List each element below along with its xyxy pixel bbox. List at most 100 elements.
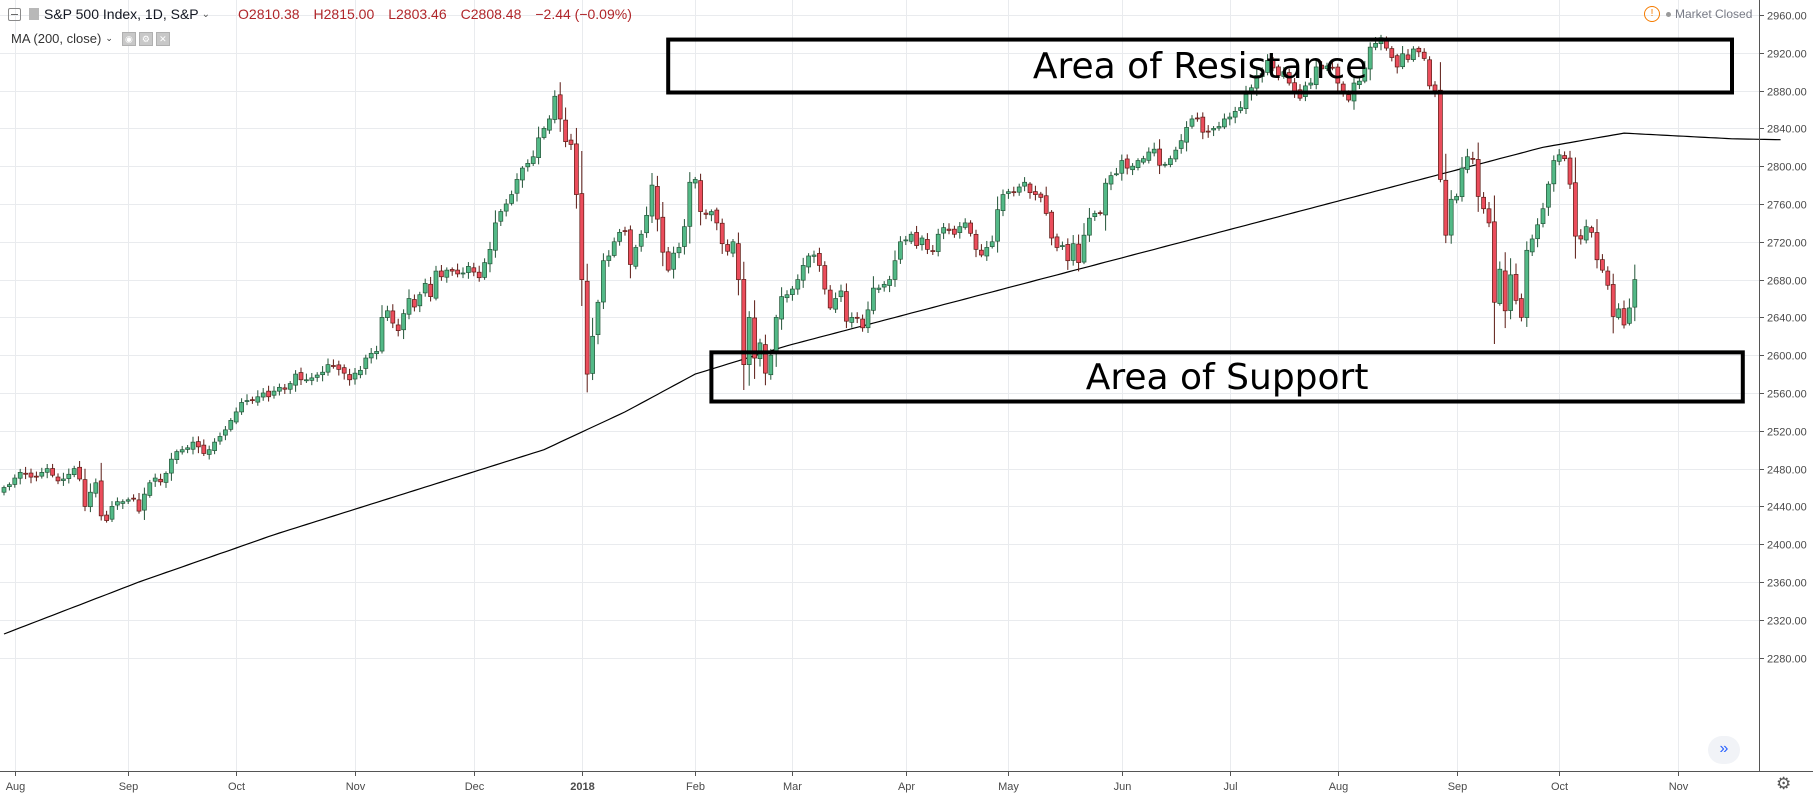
support-zone[interactable] [709, 350, 1745, 404]
candle-body [466, 266, 471, 273]
candle-body [93, 482, 99, 494]
price-tick-label: 2800.00 [1767, 162, 1807, 174]
candle-body [493, 222, 498, 251]
candle-body [1308, 82, 1314, 86]
time-axis[interactable]: Aug Sep Oct Nov Dec 2018 Feb Mar Apr May Jun Jul Aug… [6, 771, 1689, 793]
symbol-title[interactable]: S&P 500 Index, 1D, S&P [44, 6, 199, 22]
candle-body [1546, 183, 1551, 208]
candle-body [752, 317, 757, 359]
candle [1259, 67, 1265, 83]
candle [1621, 300, 1627, 329]
candle [1475, 142, 1481, 212]
candle-body [1524, 249, 1530, 318]
candle-body [1502, 270, 1508, 312]
candle-body [525, 163, 531, 168]
candle [665, 246, 671, 273]
candle [741, 261, 747, 390]
candle [1124, 154, 1130, 175]
candle [1238, 101, 1243, 114]
candle [131, 494, 136, 502]
candle-body [233, 411, 239, 423]
candle [1546, 181, 1551, 216]
eye-icon[interactable]: ◉ [121, 31, 136, 46]
price-tick-label: 2600.00 [1767, 351, 1807, 363]
candle [579, 150, 585, 306]
candle-body [385, 310, 390, 318]
settings-icon[interactable]: ⚙ [138, 31, 153, 46]
candle-body [1157, 148, 1162, 166]
candle [233, 407, 239, 425]
candle [466, 262, 471, 279]
time-tick-label: May [998, 781, 1019, 793]
candle-body [1, 487, 7, 493]
candle [536, 126, 541, 165]
indicator-label[interactable]: MA (200, close) [11, 31, 102, 46]
open-value: O2810.38 [238, 6, 300, 22]
price-tick-label: 2960.00 [1767, 11, 1807, 23]
candle-body [347, 374, 352, 381]
candle [1033, 185, 1038, 201]
candle-body [903, 239, 909, 242]
candle-body [142, 493, 147, 511]
close-icon[interactable]: ✕ [155, 31, 170, 46]
candle-body [1049, 211, 1054, 239]
candle [82, 468, 88, 512]
candle [557, 82, 563, 132]
candle-body [1108, 175, 1114, 185]
candle [709, 209, 714, 222]
candle [725, 239, 730, 256]
candle-body [104, 514, 109, 521]
candle [1097, 210, 1103, 216]
candle-body [1313, 66, 1319, 85]
candle-body [714, 209, 720, 224]
scroll-to-realtime-button[interactable]: » [1708, 736, 1740, 764]
candle [239, 398, 244, 415]
warning-icon[interactable]: ! [1644, 6, 1660, 22]
price-tick-label: 2880.00 [1767, 87, 1807, 99]
candle [881, 281, 887, 292]
candle [185, 445, 190, 454]
indicator-chevron-icon[interactable]: ⌄ [105, 33, 113, 43]
candle-body [309, 377, 315, 381]
candle [50, 463, 55, 478]
candle-body [908, 233, 914, 242]
candle-body [617, 232, 622, 242]
candle [255, 390, 261, 406]
candle-body [1286, 72, 1292, 84]
candle-body [795, 279, 801, 290]
candle-body [1535, 224, 1540, 240]
gear-icon[interactable]: ⚙ [1776, 774, 1792, 793]
candle [541, 126, 547, 140]
candle [1308, 77, 1314, 89]
candle [1087, 207, 1092, 242]
candle-body [120, 501, 126, 504]
candle-body [293, 373, 298, 386]
candle-body [1135, 160, 1141, 168]
candle-body [460, 272, 466, 275]
candle [1459, 156, 1465, 202]
price-tick-label: 2920.00 [1767, 49, 1807, 61]
candle [660, 201, 666, 267]
candle-body [271, 390, 277, 396]
candle-body [341, 367, 347, 374]
candle-body [1475, 159, 1481, 197]
price-axis[interactable]: 2280.00 2320.00 2360.00 2400.00 2440.00 2480.… [1759, 11, 1807, 666]
candle [1454, 193, 1459, 204]
candle-body [563, 119, 568, 142]
time-tick-label: Aug [1329, 781, 1349, 793]
candle [714, 207, 720, 231]
candle [244, 394, 250, 406]
collapse-icon[interactable] [8, 7, 21, 21]
candle-body [1243, 94, 1249, 110]
resistance-zone[interactable] [666, 37, 1735, 95]
chevron-down-icon[interactable]: ⌄ [201, 8, 211, 20]
candle-body [190, 441, 196, 450]
candle-body [1011, 191, 1017, 194]
candle [871, 276, 876, 315]
candle-body [806, 255, 811, 268]
candle [147, 479, 153, 498]
candle-body [1492, 221, 1497, 303]
candle-body [320, 371, 325, 376]
flag-icon[interactable] [29, 8, 39, 20]
